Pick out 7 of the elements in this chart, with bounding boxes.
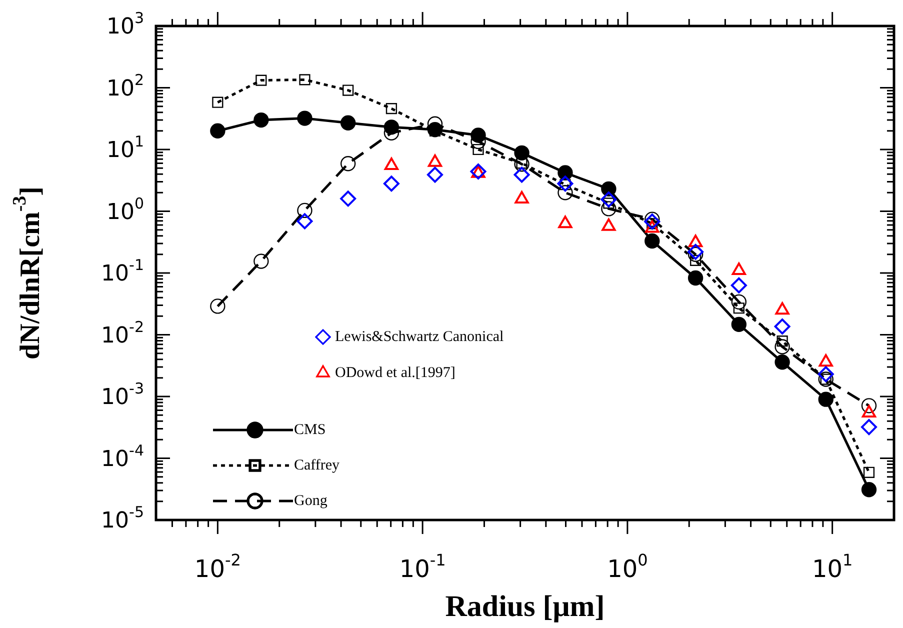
legend-label: Lewis&Schwartz Canonical [335, 328, 504, 345]
y-axis-title: dN/dlnR[cm-3] [10, 186, 46, 360]
legend-label: ODowd et al.[1997] [335, 364, 456, 381]
legend-label: Gong [294, 492, 328, 509]
legend-label: Caffrey [294, 457, 340, 474]
legend-label: CMS [294, 422, 326, 438]
x-axis-title: Radius [μm] [445, 590, 605, 623]
